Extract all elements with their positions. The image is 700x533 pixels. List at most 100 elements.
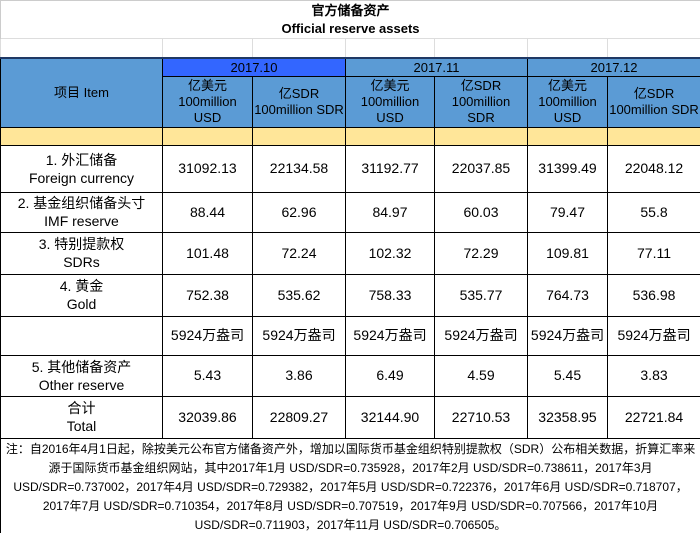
- value-cell: 72.24: [252, 231, 346, 275]
- value-cell: 22134.58: [252, 144, 346, 193]
- unit-line: USD: [553, 109, 582, 125]
- value-cell: 32039.86: [162, 395, 253, 439]
- table-row: 4. 黄金 Gold 752.38 535.62 758.33 535.77 764.73 5…: [0, 273, 700, 317]
- value-cell: 22048.12: [606, 144, 700, 193]
- value-cell: 5924万盎司: [162, 315, 253, 356]
- value-cell: 5.45: [527, 354, 608, 397]
- value-cell: 31399.49: [527, 144, 608, 193]
- value-cell: 77.11: [606, 231, 700, 275]
- blank-cell: [252, 38, 346, 59]
- blank-cell: [527, 38, 608, 59]
- unit-header: 亿美元 100million USD: [162, 75, 253, 128]
- month-header[interactable]: 2017.12: [526, 57, 700, 77]
- table-title: 官方储备资产 Official reserve assets: [0, 0, 700, 39]
- table-row: 1. 外汇储备 Foreign currency 31092.13 22134.58 3…: [0, 144, 700, 193]
- row-label-en: Foreign currency: [28, 169, 135, 186]
- value-cell: 5924万盎司: [345, 315, 435, 356]
- row-label-cn: 合计: [67, 400, 96, 416]
- value-cell: 535.77: [434, 273, 528, 317]
- unit-header: 亿SDR 100million SDR: [252, 75, 346, 128]
- unit-header: 亿SDR 100million SDR: [434, 75, 528, 128]
- unit-line: 100million SDR: [254, 101, 344, 117]
- row-label: 5. 其他储备资产 Other reserve: [0, 354, 163, 397]
- title-cn: 官方储备资产: [311, 2, 390, 18]
- unit-header: 亿SDR 100million SDR: [606, 75, 700, 128]
- value-cell: 22710.53: [434, 395, 528, 439]
- footnote: 注：自2016年4月1日起，除按美元公布官方储备资产外，增加以国际货币基金组织特…: [0, 437, 700, 533]
- unit-line: SDR: [467, 109, 495, 125]
- band-cell: [162, 126, 253, 146]
- row-label: 4. 黄金 Gold: [0, 273, 163, 317]
- unit-line: 亿SDR: [460, 77, 502, 93]
- title-en: Official reserve assets: [281, 20, 420, 36]
- band-cell: [434, 126, 528, 146]
- unit-line: 100million: [538, 93, 597, 109]
- month-header[interactable]: 2017.11: [345, 57, 528, 77]
- row-label-cn: 4. 黄金: [59, 278, 104, 294]
- value-cell: 101.48: [162, 231, 253, 275]
- blank-cell: [434, 38, 528, 59]
- value-cell: 535.62: [252, 273, 346, 317]
- value-cell: 3.86: [252, 354, 346, 397]
- row-label: 合计 Total: [0, 395, 163, 439]
- value-cell: 31192.77: [345, 144, 435, 193]
- row-label-en: Gold: [66, 296, 97, 312]
- value-cell: 84.97: [345, 191, 435, 233]
- value-cell: 752.38: [162, 273, 253, 317]
- value-cell: 6.49: [345, 354, 435, 397]
- row-label-cn: 1. 外汇储备: [45, 151, 118, 168]
- row-label-cn: 5. 其他储备资产: [31, 358, 132, 375]
- value-cell: 32144.90: [345, 395, 435, 439]
- value-cell: 758.33: [345, 273, 435, 317]
- blank-cell: [345, 38, 435, 59]
- value-cell: 536.98: [606, 273, 700, 317]
- band-cell: [527, 126, 608, 146]
- unit-line: 亿美元: [547, 77, 587, 93]
- row-label: 2. 基金组织储备头寸 IMF reserve: [0, 191, 163, 233]
- value-cell: 5924万盎司: [434, 315, 528, 356]
- value-cell: 5924万盎司: [527, 315, 608, 356]
- value-cell: 102.32: [345, 231, 435, 275]
- row-label-en: Other reserve: [38, 376, 125, 393]
- value-cell: 88.44: [162, 191, 253, 233]
- blank-cell: [0, 38, 163, 59]
- value-cell: 32358.95: [527, 395, 608, 439]
- unit-line: 亿SDR: [278, 85, 320, 101]
- value-cell: 22721.84: [606, 395, 700, 439]
- table-row: 2. 基金组织储备头寸 IMF reserve 88.44 62.96 84.97 60.…: [0, 191, 700, 233]
- value-cell: 60.03: [434, 191, 528, 233]
- band-cell: [606, 126, 700, 146]
- unit-line: 亿美元: [187, 77, 227, 93]
- value-cell: 5924万盎司: [252, 315, 346, 356]
- blank-cell: [606, 38, 700, 59]
- value-cell: 109.81: [527, 231, 608, 275]
- value-cell: 5.43: [162, 354, 253, 397]
- value-cell: 4.59: [434, 354, 528, 397]
- band-cell: [0, 126, 163, 146]
- value-cell: 22037.85: [434, 144, 528, 193]
- value-cell: 31092.13: [162, 144, 253, 193]
- unit-line: 100million SDR: [609, 101, 699, 117]
- table-row: 5924万盎司 5924万盎司 5924万盎司 5924万盎司 5924万盎司 5924万…: [0, 315, 700, 356]
- row-label-cn: 2. 基金组织储备头寸: [17, 195, 146, 211]
- unit-line: 亿SDR: [633, 85, 675, 101]
- band-cell: [345, 126, 435, 146]
- row-label: 3. 特别提款权 SDRs: [0, 231, 163, 275]
- value-cell: 22809.27: [252, 395, 346, 439]
- row-label-en: Total: [66, 418, 97, 434]
- value-cell: 55.8: [606, 191, 700, 233]
- table-row: 3. 特别提款权 SDRs 101.48 72.24 102.32 72.29 109.81…: [0, 231, 700, 275]
- table-row: 5. 其他储备资产 Other reserve 5.43 3.86 6.49 4.59 5.…: [0, 354, 700, 397]
- table-row: 合计 Total 32039.86 22809.27 32144.90 22710.53 3…: [0, 395, 700, 439]
- row-label-cn: 3. 特别提款权: [38, 236, 125, 252]
- row-label-en: IMF reserve: [44, 213, 119, 229]
- unit-line: USD: [193, 109, 222, 125]
- unit-header: 亿美元 100million USD: [527, 75, 608, 128]
- value-cell: 62.96: [252, 191, 346, 233]
- unit-header: 亿美元 100million USD: [345, 75, 435, 128]
- month-header[interactable]: 2017.10: [162, 57, 346, 77]
- unit-line: 100million: [178, 93, 237, 109]
- band-cell: [252, 126, 346, 146]
